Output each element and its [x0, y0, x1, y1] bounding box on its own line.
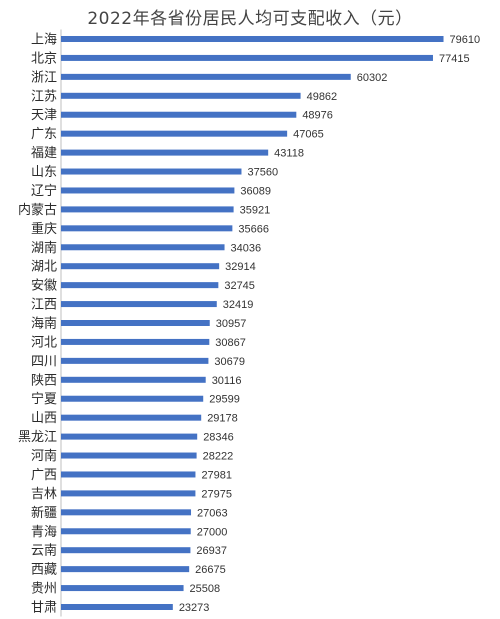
- category-label: 天津: [31, 108, 57, 123]
- category-label: 陕西: [31, 373, 57, 388]
- bar: [61, 282, 219, 289]
- category-label: 四川: [31, 354, 57, 369]
- category-label: 贵州: [31, 582, 57, 597]
- category-label: 吉林: [31, 487, 57, 502]
- data-label: 26675: [195, 564, 226, 576]
- data-label: 43118: [274, 148, 304, 160]
- category-label: 西藏: [31, 563, 57, 578]
- data-label: 29178: [207, 413, 238, 425]
- bar: [61, 320, 210, 326]
- bar: [61, 149, 269, 156]
- data-label: 32745: [224, 280, 255, 292]
- data-label: 35666: [238, 223, 269, 235]
- bar: [61, 73, 351, 80]
- bar: [61, 585, 184, 592]
- category-label: 山西: [31, 411, 57, 426]
- data-label: 36089: [240, 185, 271, 197]
- bar: [61, 414, 202, 421]
- bar: [61, 528, 191, 535]
- bar: [61, 338, 210, 345]
- category-label: 河南: [31, 448, 57, 464]
- data-label: 32914: [225, 261, 256, 273]
- category-label: 海南: [31, 316, 57, 332]
- category-label: 内蒙古: [18, 202, 57, 218]
- data-label: 27975: [201, 488, 232, 500]
- bar: [61, 509, 192, 516]
- bar: [61, 301, 217, 308]
- bar: [61, 471, 196, 478]
- data-label: 30957: [216, 318, 247, 330]
- data-label: 29599: [209, 394, 240, 406]
- category-label: 广东: [31, 127, 57, 142]
- category-label: 福建: [31, 146, 57, 161]
- chart-title: 2022年各省份居民人均可支配收入（元）: [87, 9, 413, 29]
- category-label: 湖北: [31, 260, 57, 275]
- category-label: 甘肃: [31, 601, 57, 616]
- data-label: 27000: [197, 526, 228, 538]
- data-label: 28222: [203, 451, 234, 463]
- category-label: 广西: [31, 468, 57, 483]
- bar: [61, 111, 297, 118]
- data-label: 32419: [223, 299, 254, 311]
- category-label: 江西: [31, 298, 57, 313]
- category-label: 山东: [31, 165, 57, 180]
- category-label: 河北: [31, 335, 57, 350]
- data-label: 26937: [196, 545, 227, 557]
- bar: [61, 225, 233, 232]
- category-label: 新疆: [31, 505, 57, 521]
- bar: [61, 130, 288, 137]
- bar: [61, 452, 197, 459]
- bar: [61, 566, 190, 573]
- bar: [61, 187, 235, 194]
- bar: [61, 263, 220, 270]
- data-label: 28346: [203, 432, 234, 444]
- category-label: 安徽: [31, 279, 57, 294]
- category-label: 上海: [31, 33, 57, 48]
- category-label: 重庆: [31, 221, 57, 237]
- bar: [61, 604, 173, 610]
- bar: [61, 36, 444, 42]
- bar: [61, 92, 301, 99]
- category-label: 宁夏: [31, 391, 57, 407]
- bar: [61, 395, 204, 402]
- category-label: 黑龙江: [18, 430, 57, 445]
- bar: [61, 168, 242, 175]
- bar: [61, 547, 191, 554]
- category-label: 云南: [31, 543, 57, 559]
- data-label: 79610: [450, 34, 481, 46]
- bar: [61, 54, 433, 61]
- data-label: 30116: [212, 375, 242, 387]
- data-label: 27981: [201, 469, 232, 481]
- category-label: 江苏: [31, 88, 57, 104]
- category-label: 青海: [31, 525, 57, 540]
- data-label: 27063: [197, 507, 228, 519]
- category-label: 湖南: [31, 240, 57, 256]
- data-label: 48976: [302, 110, 333, 122]
- data-label: 37560: [247, 167, 278, 179]
- bar: [61, 357, 209, 364]
- data-label: 49862: [307, 91, 338, 103]
- data-label: 60302: [357, 72, 388, 84]
- data-label: 35921: [240, 204, 271, 216]
- category-label: 辽宁: [31, 183, 57, 199]
- bar: [61, 376, 206, 383]
- data-label: 77415: [439, 53, 470, 65]
- data-label: 47065: [293, 129, 324, 141]
- bar: [61, 244, 225, 251]
- bar: [61, 490, 196, 497]
- data-label: 30679: [214, 356, 245, 368]
- data-label: 25508: [190, 583, 221, 595]
- data-label: 30867: [215, 337, 246, 349]
- category-label: 北京: [31, 51, 57, 66]
- category-label: 浙江: [31, 70, 57, 85]
- data-label: 23273: [179, 602, 210, 614]
- bar: [61, 433, 198, 440]
- data-label: 34036: [231, 242, 262, 254]
- bar: [61, 206, 234, 213]
